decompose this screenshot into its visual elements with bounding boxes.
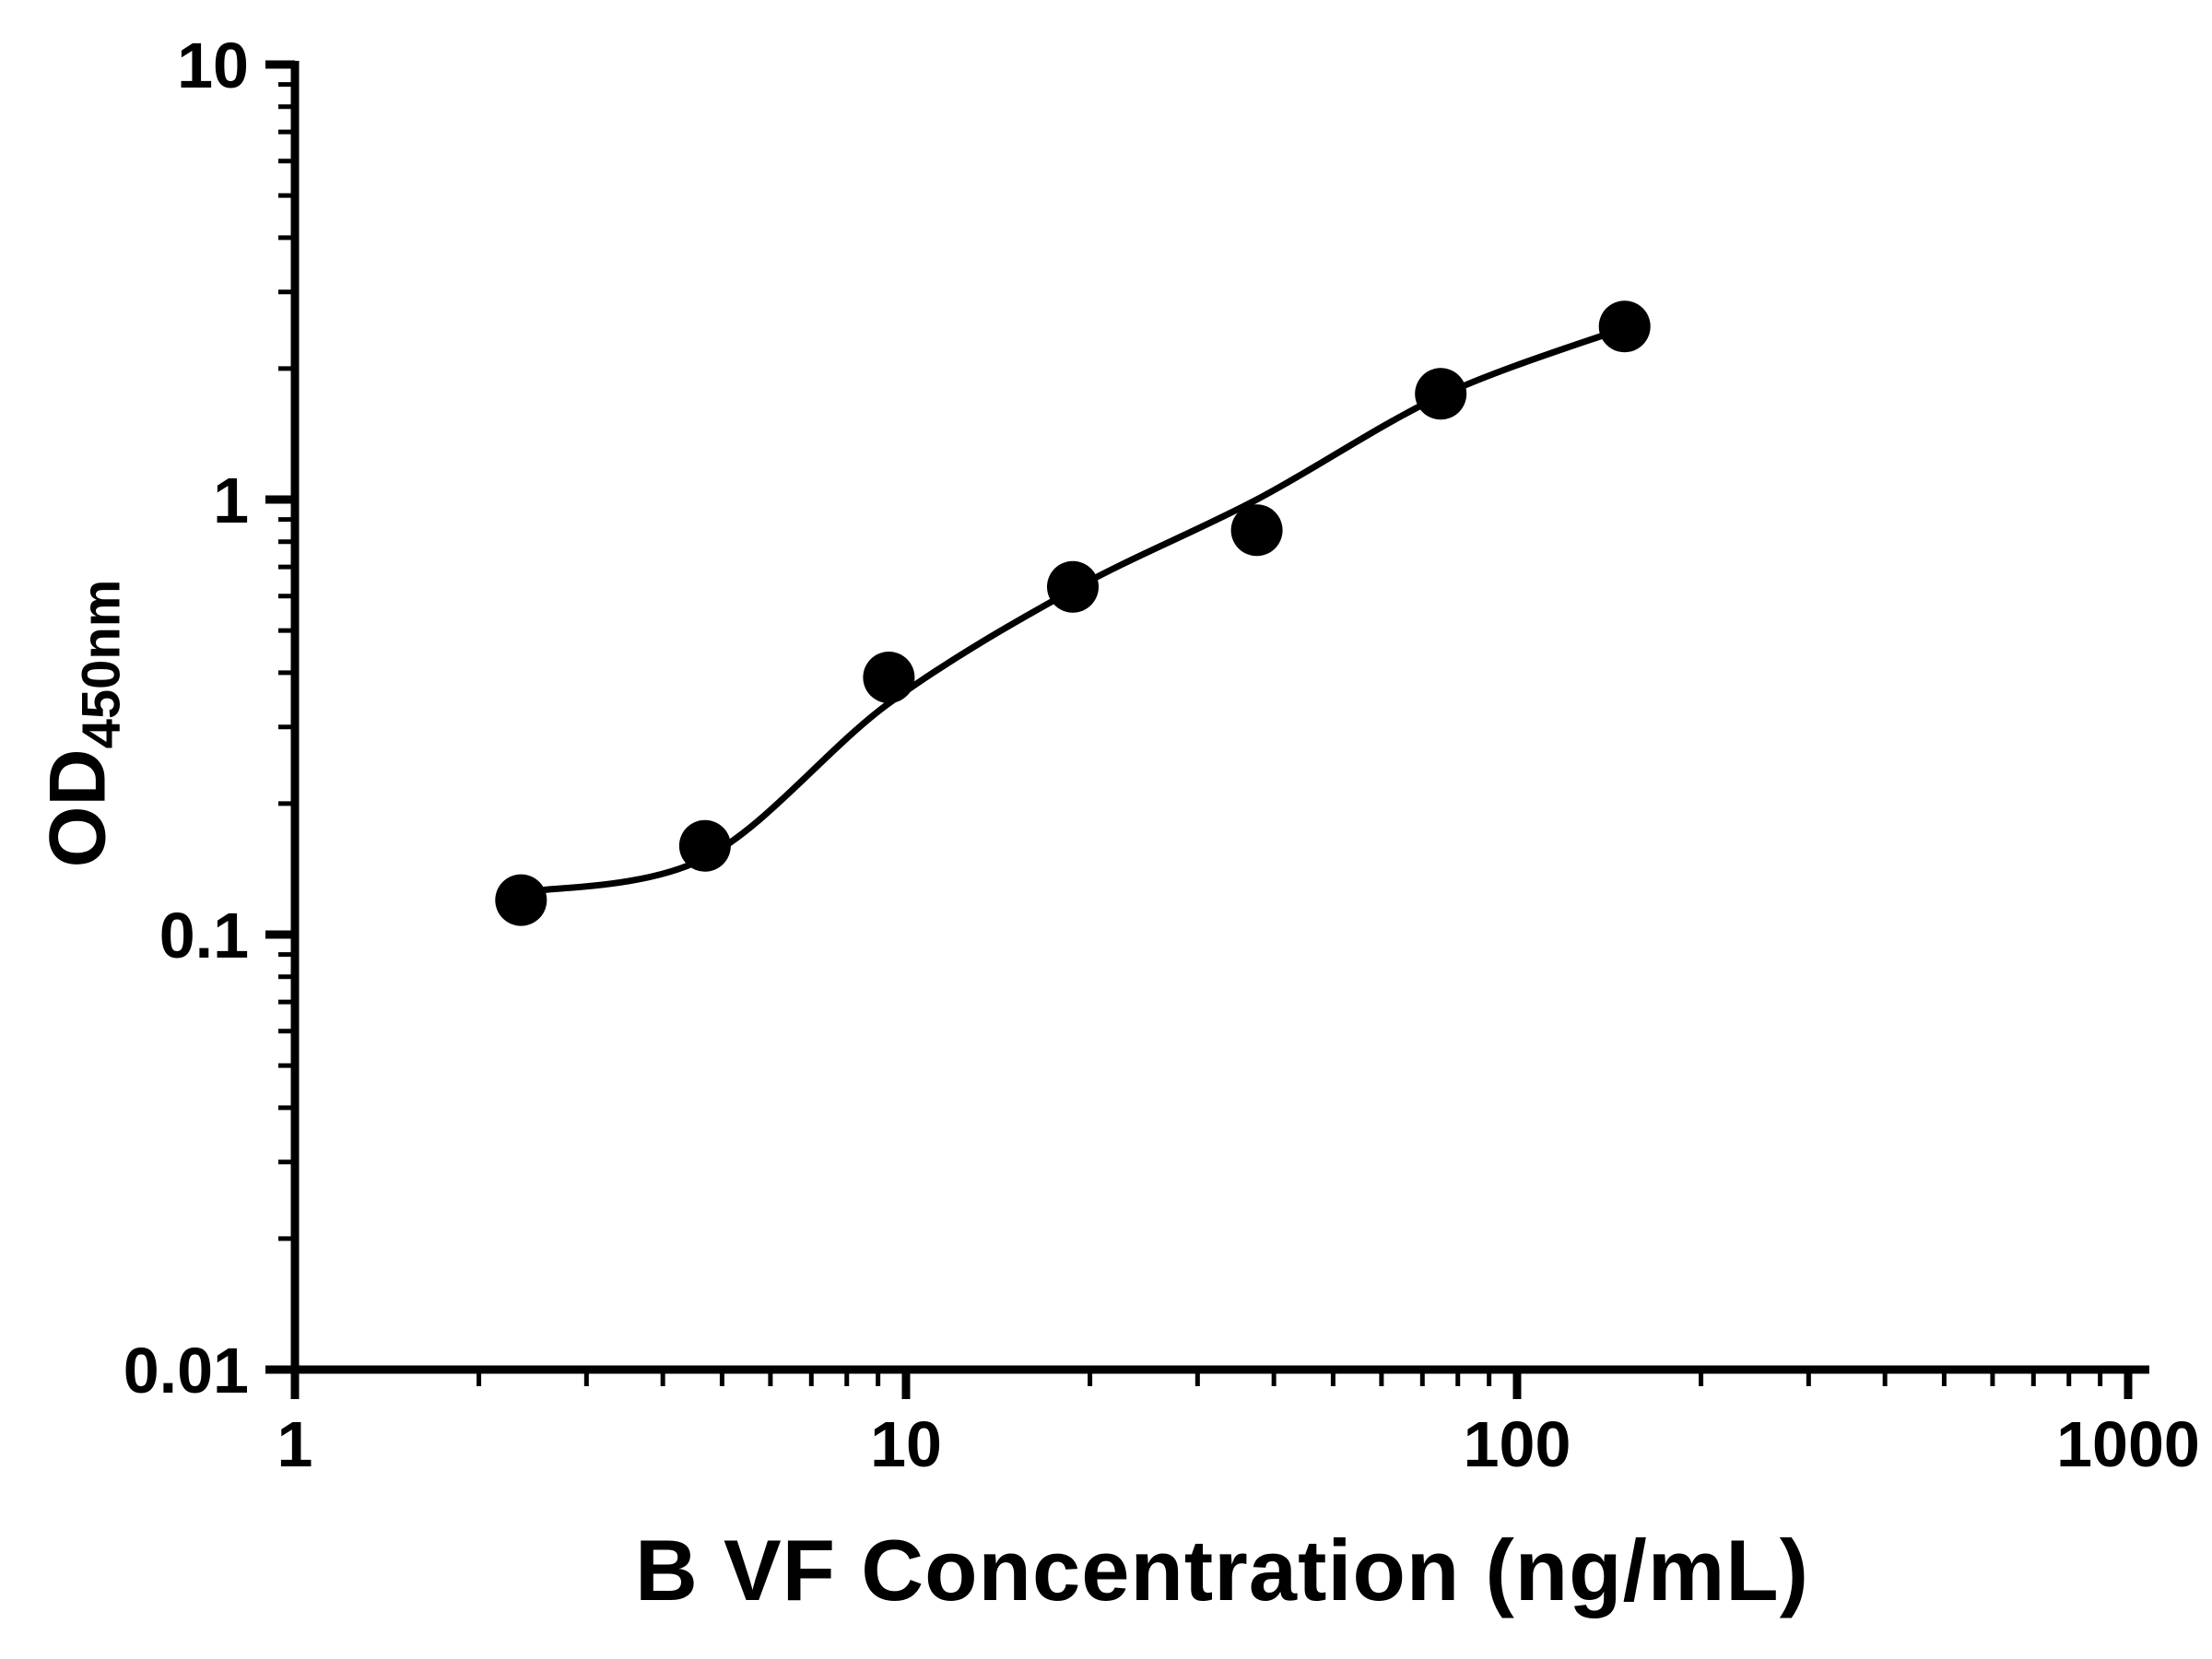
data-point: [1415, 368, 1467, 420]
x-tick-label: 1: [277, 1408, 313, 1480]
data-point: [1230, 504, 1283, 557]
y-axis-title-main: OD: [33, 748, 123, 868]
x-tick-label: 10: [870, 1408, 942, 1480]
data-point: [1598, 300, 1651, 353]
data-point: [1047, 560, 1099, 613]
x-axis-title: B VF Concentration (ng/mL): [634, 1522, 1810, 1618]
y-tick-label: 0.01: [124, 1335, 249, 1406]
y-tick-label: 0.1: [159, 900, 249, 971]
x-tick-label: 100: [1464, 1408, 1571, 1480]
y-tick-label: 10: [177, 29, 249, 101]
axis-spines: [290, 61, 2149, 1374]
y-axis-title: OD450nm: [33, 580, 132, 868]
y-tick-label: 1: [213, 465, 249, 536]
data-point: [495, 874, 547, 926]
x-tick-label: 1000: [2056, 1408, 2200, 1480]
y-axis-title-subscript: 450nm: [71, 579, 132, 749]
data-point: [678, 819, 731, 872]
data-point: [863, 652, 915, 703]
